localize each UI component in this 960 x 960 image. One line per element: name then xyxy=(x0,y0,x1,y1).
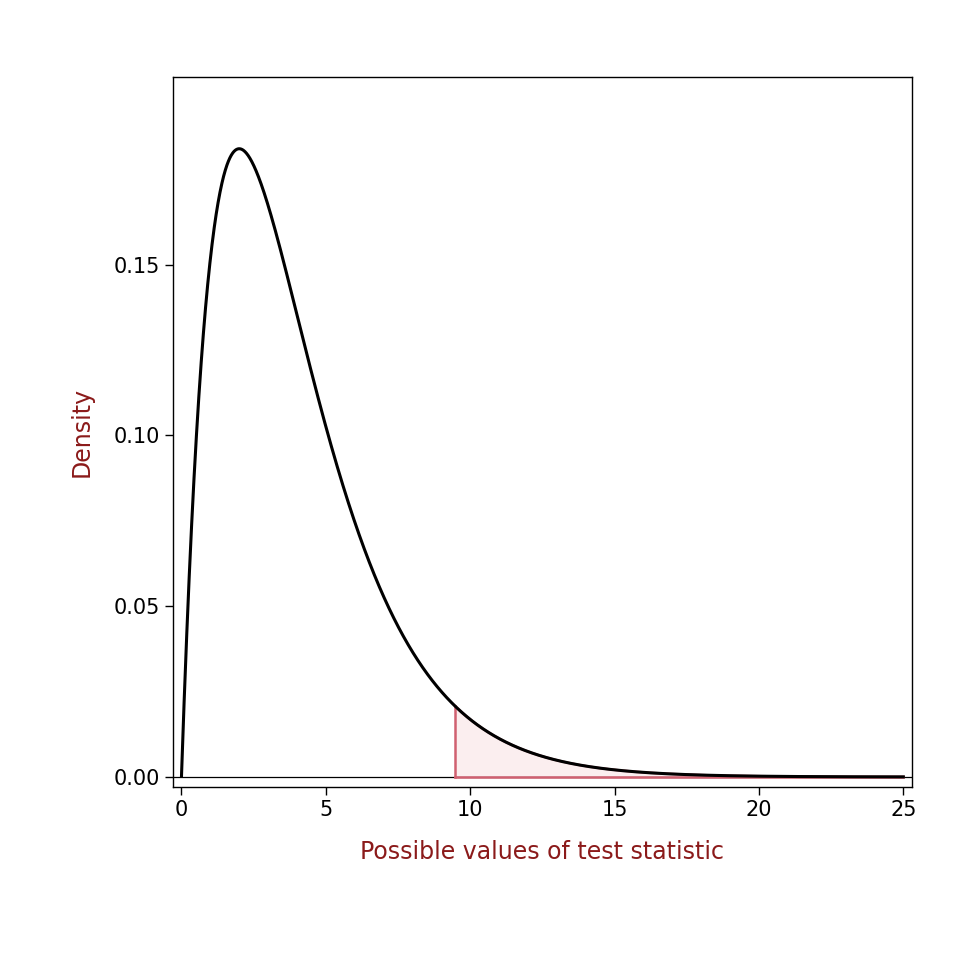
Y-axis label: Density: Density xyxy=(70,387,94,477)
X-axis label: Possible values of test statistic: Possible values of test statistic xyxy=(360,840,725,864)
